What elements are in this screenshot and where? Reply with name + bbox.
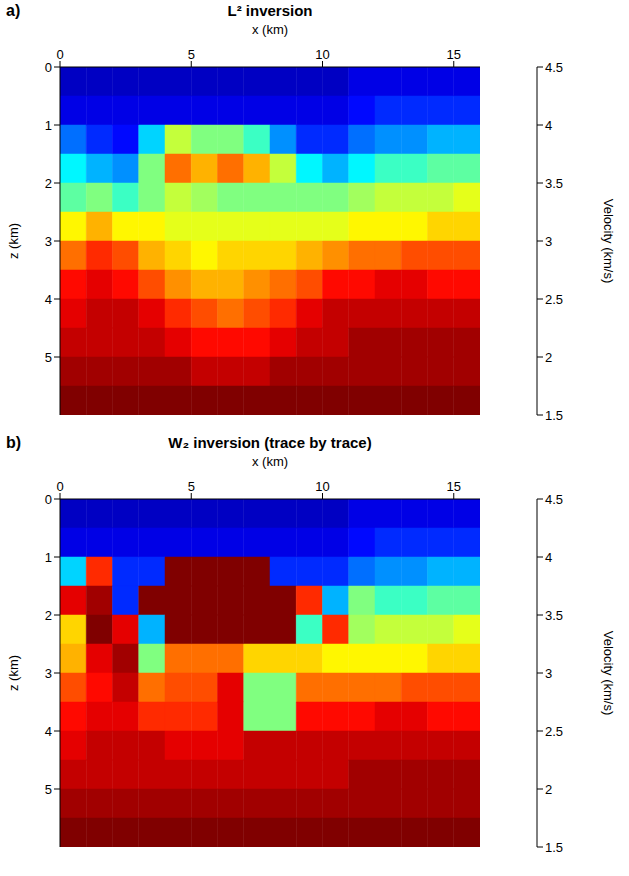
svg-text:10: 10 <box>315 47 329 62</box>
html-text:W₂ inversion (trace by trace): W₂ inversion (trace by trace) <box>168 434 372 451</box>
svg-text:2.5: 2.5 <box>545 724 563 739</box>
svg-text:3: 3 <box>45 666 52 681</box>
svg-text:3: 3 <box>545 666 552 681</box>
svg-text:z (km): z (km) <box>6 223 21 259</box>
svg-text:2.5: 2.5 <box>545 292 563 307</box>
svg-text:1.5: 1.5 <box>545 408 563 423</box>
svg-text:1: 1 <box>45 118 52 133</box>
svg-text:0: 0 <box>56 479 63 494</box>
svg-text:3: 3 <box>45 234 52 249</box>
svg-text:5: 5 <box>45 782 52 797</box>
html-text:x (km): x (km) <box>251 22 288 37</box>
svg-text:Velocity (km/s): Velocity (km/s) <box>601 631 616 716</box>
svg-text:5: 5 <box>188 479 195 494</box>
svg-text:0: 0 <box>45 492 52 507</box>
html-text:a): a) <box>6 2 21 19</box>
svg-text:0: 0 <box>45 60 52 75</box>
svg-text:4: 4 <box>545 118 552 133</box>
svg-text:3.5: 3.5 <box>545 608 563 623</box>
svg-text:10: 10 <box>315 479 329 494</box>
html-text:b): b) <box>6 434 22 451</box>
svg-text:2: 2 <box>545 782 552 797</box>
svg-text:4: 4 <box>45 724 52 739</box>
html-text:L² inversion: L² inversion <box>227 2 313 19</box>
svg-text:15: 15 <box>447 479 461 494</box>
svg-text:4: 4 <box>545 550 552 565</box>
svg-text:0: 0 <box>56 47 63 62</box>
html-text:x (km): x (km) <box>251 454 288 469</box>
svg-text:5: 5 <box>45 350 52 365</box>
svg-text:2: 2 <box>545 350 552 365</box>
svg-text:2: 2 <box>45 176 52 191</box>
svg-text:3: 3 <box>545 234 552 249</box>
svg-text:4.5: 4.5 <box>545 60 563 75</box>
svg-text:Velocity (km/s): Velocity (km/s) <box>601 199 616 284</box>
svg-text:1: 1 <box>45 550 52 565</box>
svg-text:15: 15 <box>447 47 461 62</box>
svg-text:2: 2 <box>45 608 52 623</box>
svg-text:4.5: 4.5 <box>545 492 563 507</box>
svg-text:1.5: 1.5 <box>545 840 563 855</box>
svg-text:4: 4 <box>45 292 52 307</box>
svg-text:z (km): z (km) <box>6 655 21 691</box>
svg-text:5: 5 <box>188 47 195 62</box>
svg-text:3.5: 3.5 <box>545 176 563 191</box>
